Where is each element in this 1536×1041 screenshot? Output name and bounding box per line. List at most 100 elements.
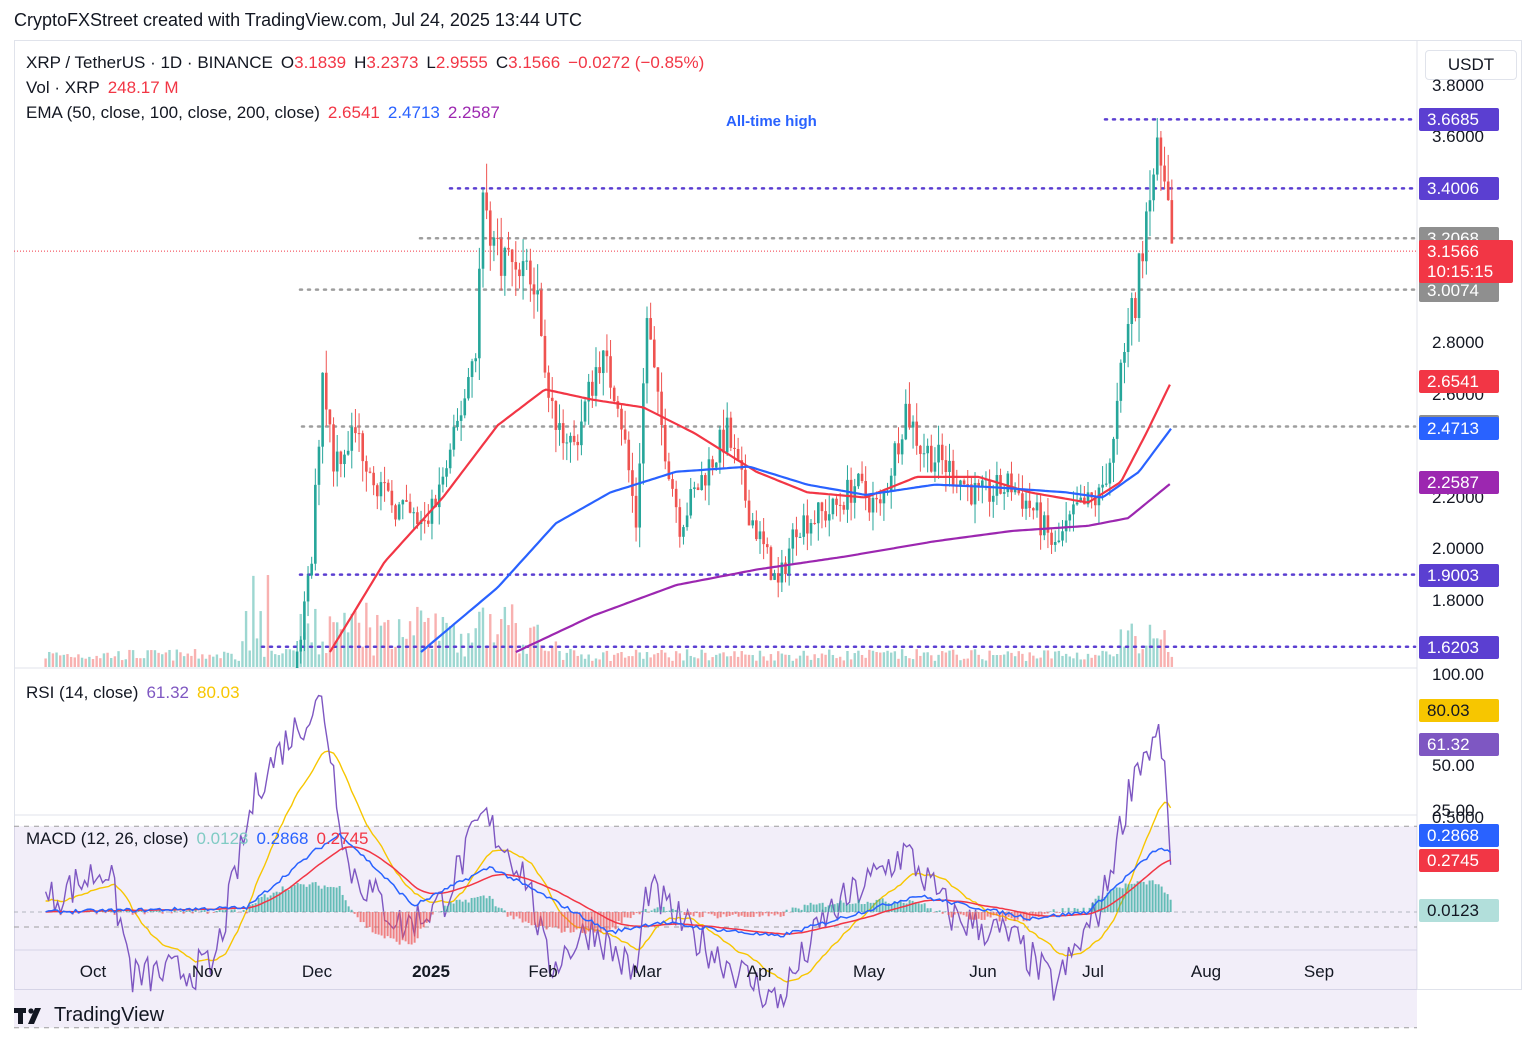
- rsi-axis-50: 50.00: [1432, 756, 1475, 775]
- macd-line: [45, 832, 1172, 938]
- time-tick: Sep: [1303, 962, 1335, 981]
- signal-line: [45, 846, 1171, 935]
- candle: [1079, 497, 1083, 503]
- volume-bar: [161, 654, 164, 667]
- time-tick: Aug: [1190, 962, 1222, 981]
- volume-bar: [514, 623, 517, 667]
- candle: [1119, 362, 1123, 401]
- macd-hist-bar: [281, 886, 284, 912]
- macd-hist-bar: [758, 912, 761, 917]
- currency-button[interactable]: USDT: [1425, 50, 1517, 80]
- volume-bar: [849, 659, 853, 667]
- volume-bar: [1046, 650, 1050, 667]
- macd-hist-bar: [482, 895, 485, 912]
- volume-bar: [223, 651, 226, 667]
- macd-hist-bar: [617, 912, 620, 922]
- macd-hist-bar: [242, 909, 245, 912]
- macd-hist-bar: [632, 912, 635, 915]
- legend-close: 3.1566: [508, 53, 561, 72]
- macd-hist-bar: [995, 912, 998, 916]
- macd-hist-bar: [980, 912, 983, 920]
- volume-bar: [233, 659, 237, 667]
- macd-hist-bar: [701, 912, 704, 917]
- volume-bar: [405, 638, 408, 667]
- candle: [711, 459, 714, 468]
- candle: [481, 192, 485, 269]
- macd-hist-bar: [869, 902, 872, 912]
- volume-bar: [944, 652, 948, 667]
- volume-bar: [769, 654, 773, 667]
- macd-hist-bar: [356, 912, 359, 918]
- volume-bar: [244, 611, 248, 667]
- candle: [868, 497, 871, 513]
- volume-bar: [430, 648, 434, 667]
- macd-hist-bar: [344, 900, 347, 912]
- macd-hist-bar: [1031, 912, 1034, 916]
- macd-hist-bar: [569, 912, 572, 933]
- candle: [638, 463, 642, 528]
- candle: [616, 401, 620, 409]
- legend-ema200: 2.2587: [447, 103, 500, 122]
- volume-bar: [489, 614, 492, 667]
- volume-bar: [259, 611, 262, 667]
- candle: [569, 435, 572, 443]
- candle: [995, 475, 999, 496]
- candle: [915, 421, 919, 446]
- volume-bar: [580, 654, 583, 667]
- macd-hist-bar: [365, 912, 368, 928]
- legend-ohlc: XRP / TetherUS · 1D · BINANCE O3.1839 H3.2…: [26, 53, 712, 73]
- candle: [357, 433, 361, 435]
- macd-hist-bar: [755, 912, 758, 914]
- volume-bar: [325, 653, 328, 667]
- candle: [827, 514, 831, 521]
- candle: [908, 403, 911, 428]
- macd-hist-bar: [1127, 884, 1130, 912]
- level-price-label: 3.6685: [1419, 108, 1499, 132]
- volume-bar: [649, 657, 652, 667]
- macd-hist-bar: [794, 907, 797, 912]
- time-tick: 2025: [412, 962, 450, 981]
- volume-bar: [1086, 653, 1090, 667]
- volume-bar: [335, 622, 339, 667]
- volume-bar: [744, 654, 747, 667]
- volume-bar: [467, 633, 470, 667]
- macd-hist-bar: [104, 912, 107, 914]
- tradingview-logo[interactable]: TradingView: [14, 1004, 164, 1027]
- macd-hist-bar: [1040, 912, 1043, 916]
- candle: [642, 383, 645, 464]
- candle: [1057, 540, 1061, 543]
- volume-bar: [328, 616, 332, 667]
- macd-hist-bar: [191, 912, 194, 914]
- macd-hist-bar: [539, 912, 542, 926]
- macd-hist-bar: [818, 903, 821, 912]
- rsi-value: 61.32: [146, 683, 189, 702]
- volume-bar: [984, 660, 988, 667]
- macd-hist-bar: [767, 912, 770, 917]
- volume-bar: [361, 646, 364, 667]
- rsi-ma-value: 80.03: [196, 683, 240, 702]
- macd-hist-bar: [629, 912, 632, 919]
- legend-volume: Vol · XRP 248.17 M: [26, 78, 187, 98]
- candle: [390, 490, 394, 506]
- volume-bar: [554, 641, 558, 667]
- volume-bar: [408, 621, 412, 667]
- volume-bar: [941, 651, 944, 667]
- level-price-label: 3.4006: [1419, 177, 1499, 201]
- time-tick: Jul: [1082, 962, 1104, 981]
- volume-bar: [795, 658, 798, 667]
- candle: [959, 480, 962, 487]
- volume-bar: [1021, 653, 1024, 667]
- volume-bar: [569, 649, 572, 667]
- volume-bar: [973, 649, 977, 667]
- volume-bar: [653, 654, 656, 667]
- macd-hist-bar: [776, 912, 779, 915]
- macd-hist-bar: [452, 903, 455, 912]
- level-price-label: 2.2587: [1419, 471, 1499, 495]
- candle: [787, 548, 791, 575]
- macd-hist-bar: [998, 912, 1001, 922]
- macd-hist-bar: [938, 910, 941, 912]
- macd-hist-bar: [893, 901, 896, 912]
- volume-bar: [416, 606, 419, 667]
- candle: [401, 500, 405, 505]
